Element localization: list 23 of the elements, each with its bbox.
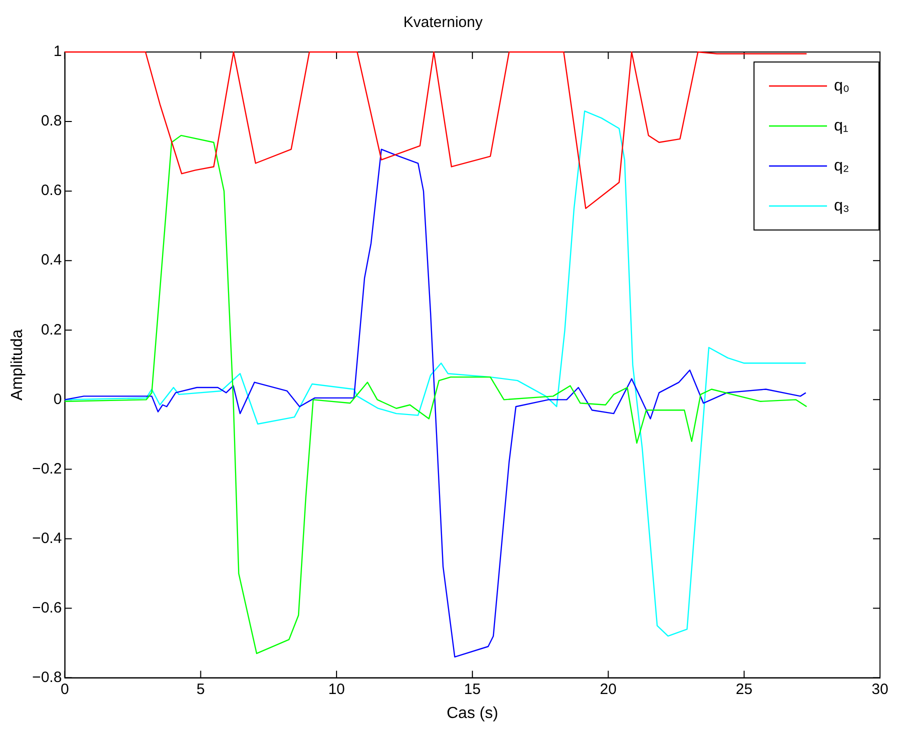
x-axis-title: Cas (s): [446, 704, 498, 722]
y-tick-label: −0.6: [32, 599, 62, 616]
y-tick-label: 0.4: [40, 252, 62, 269]
y-tick-label: 0.8: [40, 112, 62, 130]
legend-label: q₀: [834, 77, 850, 94]
legend-label: q₁: [834, 117, 848, 134]
x-tick-label: 25: [736, 680, 752, 698]
y-tick-label: 0.2: [40, 321, 62, 338]
y-tick-label: 0.6: [40, 182, 62, 200]
y-axis-title: Amplituda: [9, 329, 26, 400]
legend-label: q₃: [834, 197, 850, 214]
y-tick-label: 1: [53, 43, 62, 60]
legend-label: q₂: [834, 157, 850, 174]
x-tick-label: 15: [464, 680, 481, 698]
x-tick-label: 20: [600, 680, 617, 698]
y-tick-label: −0.8: [32, 668, 62, 686]
y-tick-label: −0.2: [32, 460, 62, 478]
x-tick-label: 5: [196, 680, 205, 698]
y-tick-label: −0.4: [32, 530, 62, 547]
chart-title: Kvaterniony: [403, 14, 484, 32]
y-tick-label: 0: [53, 390, 62, 408]
x-tick-label: 10: [328, 680, 345, 698]
x-tick-label: 30: [872, 680, 888, 698]
